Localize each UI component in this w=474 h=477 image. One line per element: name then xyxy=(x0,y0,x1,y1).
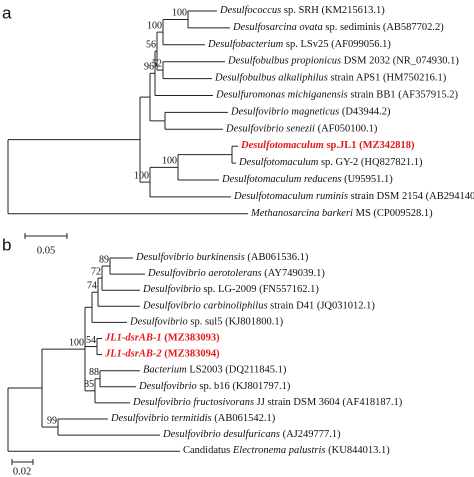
leaf-label-part: Candidatus xyxy=(183,446,233,457)
leaf-label-part: sp. sediminis (AB587702.2) xyxy=(323,22,445,33)
leaf-label-part: (AY749039.1) xyxy=(262,269,326,280)
leaf-label-part: Desulfovibrio xyxy=(129,317,188,328)
leaf-label-part: Desulfotomaculum xyxy=(240,141,324,152)
bootstrap-value: 52 xyxy=(152,58,162,69)
leaf-label-part: Desulfovibrio aerotolerans xyxy=(147,269,262,280)
leaf-label-part: (MZ383093) xyxy=(162,333,221,344)
leaf-label-part: Desulfovibrio desulfuricans xyxy=(162,430,280,441)
bootstrap-value: 88 xyxy=(89,367,99,378)
bootstrap-value: 100 xyxy=(69,337,84,348)
leaf-label: Desulfotomaculum sp. GY-2 (HQ827821.1) xyxy=(238,158,423,169)
leaf-label: Desulfovibrio magneticus (D43944.2) xyxy=(230,107,391,118)
leaf-label: Desulfovibrio sp. b16 (KJ801797.1) xyxy=(138,381,291,392)
leaf-label: Desulfovibrio desulfuricans (AJ249777.1) xyxy=(162,430,341,441)
panel-label: a xyxy=(2,3,12,22)
leaf-label-part: (D43944.2) xyxy=(339,107,391,118)
leaf-label: Desulfovibrio sp. sul5 (KJ801800.1) xyxy=(129,317,284,328)
leaf-label-part: Methanosarcina barkeri xyxy=(250,208,353,219)
leaf-label-part: (U95951.1) xyxy=(341,174,393,185)
leaf-label-part: (KU844013.1) xyxy=(326,446,391,457)
bootstrap-value: 56 xyxy=(146,39,156,50)
leaf-label: Desulfobulbus alkaliphilus strain APS1 (… xyxy=(214,73,447,84)
panel-label: b xyxy=(2,235,11,254)
leaf-label-part: sp. LG-2009 (FN557162.1) xyxy=(201,285,320,296)
leaf-label-part: (AF050100.1) xyxy=(315,124,378,135)
leaf-label: Desulfobulbus propionicus DSM 2032 (NR_0… xyxy=(227,56,459,67)
leaf-label-part: LS2003 (DQ211845.1) xyxy=(187,365,287,376)
scale-label: 0.05 xyxy=(37,245,55,256)
leaf-label: Bacterium LS2003 (DQ211845.1) xyxy=(143,365,287,376)
leaf-label-part: Bacterium xyxy=(143,365,187,376)
bootstrap-value: 96 xyxy=(144,62,154,73)
bootstrap-value: 89 xyxy=(99,254,109,265)
leaf-label-part: MS (CP009528.1) xyxy=(353,208,433,219)
bootstrap-value: 100 xyxy=(134,170,149,181)
leaf-label-part: Desulfobacterium xyxy=(207,39,284,50)
leaf-label: JL1-dsrAB-1 (MZ383093) xyxy=(104,333,220,344)
scale-label: 0.02 xyxy=(13,466,31,477)
leaf-label: Desulfococcus sp. SRH (KM215613.1) xyxy=(219,5,385,16)
leaf-label-part: strain DSM 2154 (AB294140.1) xyxy=(348,191,474,202)
bootstrap-value: 74 xyxy=(87,281,97,292)
leaf-label-part: Desulfovibrio carbinoliphilus xyxy=(142,301,268,312)
leaf-label-part: Desulfosarcina ovata xyxy=(232,22,323,33)
leaf-label-part: JL1-dsrAB-2 xyxy=(104,349,162,360)
leaf-label: Desulfovibrio burkinensis (AB061536.1) xyxy=(135,252,309,263)
leaf-label: Desulfobacterium sp. LSv25 (AF099056.1) xyxy=(207,39,391,50)
leaf-label-part: (AJ249777.1) xyxy=(280,430,341,441)
leaf-label-part: Desulfotomaculum ruminis xyxy=(233,191,348,202)
leaf-label-part: sp. LSv25 (AF099056.1) xyxy=(283,39,391,50)
leaf-label-part: strain APS1 (HM750216.1) xyxy=(328,73,447,84)
bootstrap-value: 85 xyxy=(84,379,94,390)
leaf-label-part: Desulfotomaculum xyxy=(238,158,319,169)
leaf-label-part: Desulfovibrio senezii xyxy=(225,124,315,135)
leaf-label: Desulfovibrio senezii (AF050100.1) xyxy=(225,124,378,135)
leaf-label-part: Desulfovibrio xyxy=(138,381,197,392)
leaf-label-part: sp. SRH (KM215613.1) xyxy=(281,5,385,16)
leaf-label: Desulfovibrio termitidis (AB061542.1) xyxy=(110,413,276,424)
bootstrap-value: 100 xyxy=(147,20,162,31)
leaf-label-part: Desulfobulbus propionicus xyxy=(227,56,341,67)
leaf-label-part: sp. sul5 (KJ801800.1) xyxy=(188,317,284,328)
leaf-label-part: DSM 2032 (NR_074930.1) xyxy=(341,56,459,67)
leaf-label-part: sp. b16 (KJ801797.1) xyxy=(197,381,291,392)
leaf-label-part: Desulfuromonas michiganensis xyxy=(215,90,348,101)
leaf-label-part: sp.JL1 (MZ342818) xyxy=(324,141,415,152)
leaf-label-part: Desulfovibrio fructosivorans xyxy=(132,397,254,408)
leaf-label-part: (AB061542.1) xyxy=(212,413,276,424)
leaf-label: Desulfotomaculum ruminis strain DSM 2154… xyxy=(233,191,474,202)
leaf-label: Desulfovibrio carbinoliphilus strain D41… xyxy=(142,301,375,312)
leaf-label: Desulfotomaculum reducens (U95951.1) xyxy=(221,174,393,185)
leaf-label: JL1-dsrAB-2 (MZ383094) xyxy=(104,349,220,360)
leaf-label: Desulfovibrio aerotolerans (AY749039.1) xyxy=(147,269,325,280)
leaf-label-part: JL1-dsrAB-1 xyxy=(104,333,162,344)
leaf-label-part: (MZ383094) xyxy=(162,349,221,360)
leaf-label-part: sp. GY-2 (HQ827821.1) xyxy=(318,158,423,169)
bootstrap-value: 99 xyxy=(47,415,57,426)
leaf-label: Desulfosarcina ovata sp. sediminis (AB58… xyxy=(232,22,444,33)
leaf-label-part: Desulfococcus xyxy=(219,5,281,16)
leaf-label: Desulfovibrio fructosivorans JJ strain D… xyxy=(132,397,403,408)
leaf-label: Candidatus Electronema palustris (KU8440… xyxy=(183,446,390,457)
bootstrap-value: 54 xyxy=(86,335,96,346)
leaf-label-part: strain D41 (JQ031012.1) xyxy=(268,301,376,312)
bootstrap-value: 100 xyxy=(172,8,187,19)
leaf-label-part: Desulfovibrio burkinensis xyxy=(135,252,245,263)
leaf-label-part: Desulfovibrio xyxy=(142,285,201,296)
bootstrap-value: 72 xyxy=(91,266,101,277)
leaf-label: Methanosarcina barkeri MS (CP009528.1) xyxy=(250,208,433,219)
leaf-label: Desulfuromonas michiganensis strain BB1 … xyxy=(215,90,458,101)
leaf-label-part: (AB061536.1) xyxy=(245,252,309,263)
bootstrap-value: 100 xyxy=(162,156,177,167)
leaf-label-part: JJ strain DSM 3604 (AF418187.1) xyxy=(254,397,403,408)
leaf-label: Desulfovibrio sp. LG-2009 (FN557162.1) xyxy=(142,285,319,296)
leaf-label-part: Desulfobulbus alkaliphilus xyxy=(214,73,328,84)
leaf-label-part: Desulfotomaculum reducens xyxy=(221,174,341,185)
leaf-label: Desulfotomaculum sp.JL1 (MZ342818) xyxy=(240,141,415,152)
leaf-label-part: Desulfovibrio termitidis xyxy=(110,413,212,424)
leaf-label-part: Desulfovibrio magneticus xyxy=(230,107,339,118)
leaf-label-part: strain BB1 (AF357915.2) xyxy=(348,90,459,101)
leaf-label-part: Electronema palustris xyxy=(232,446,326,457)
